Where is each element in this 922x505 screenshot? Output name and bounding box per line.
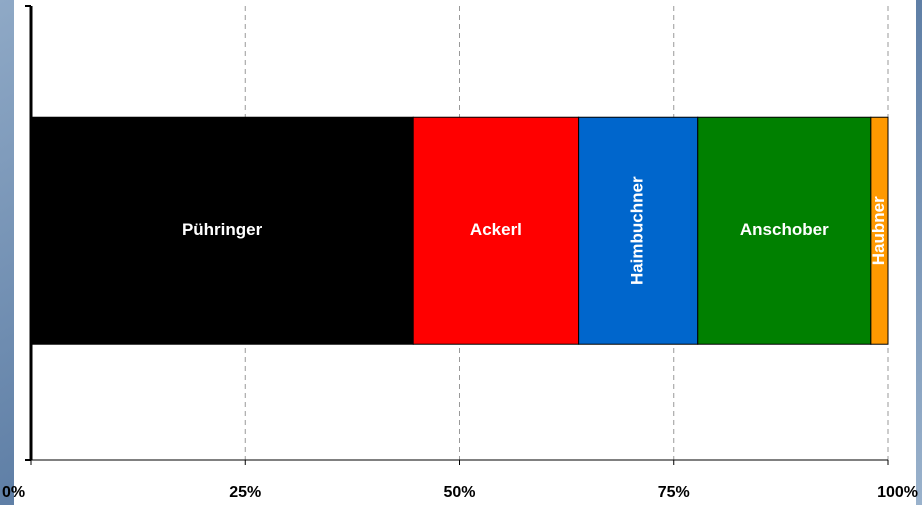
bar-segment [697, 116, 872, 345]
x-tick-label: 50% [443, 484, 475, 501]
segment-label: Ackerl [470, 220, 522, 239]
bar-segment [30, 116, 414, 345]
segment-label: Haubner [869, 196, 888, 265]
bar-segment [578, 116, 699, 345]
segment-label: Pühringer [182, 220, 263, 239]
bar-segment [870, 116, 889, 345]
segment-label: Anschober [740, 220, 829, 239]
segment-label: Haimbuchner [628, 176, 647, 285]
x-tick-label: 75% [658, 484, 690, 501]
x-tick-label: 100% [877, 484, 918, 501]
bar-segment [412, 116, 580, 345]
x-tick-label: 0% [2, 484, 25, 501]
x-tick-label: 25% [229, 484, 261, 501]
